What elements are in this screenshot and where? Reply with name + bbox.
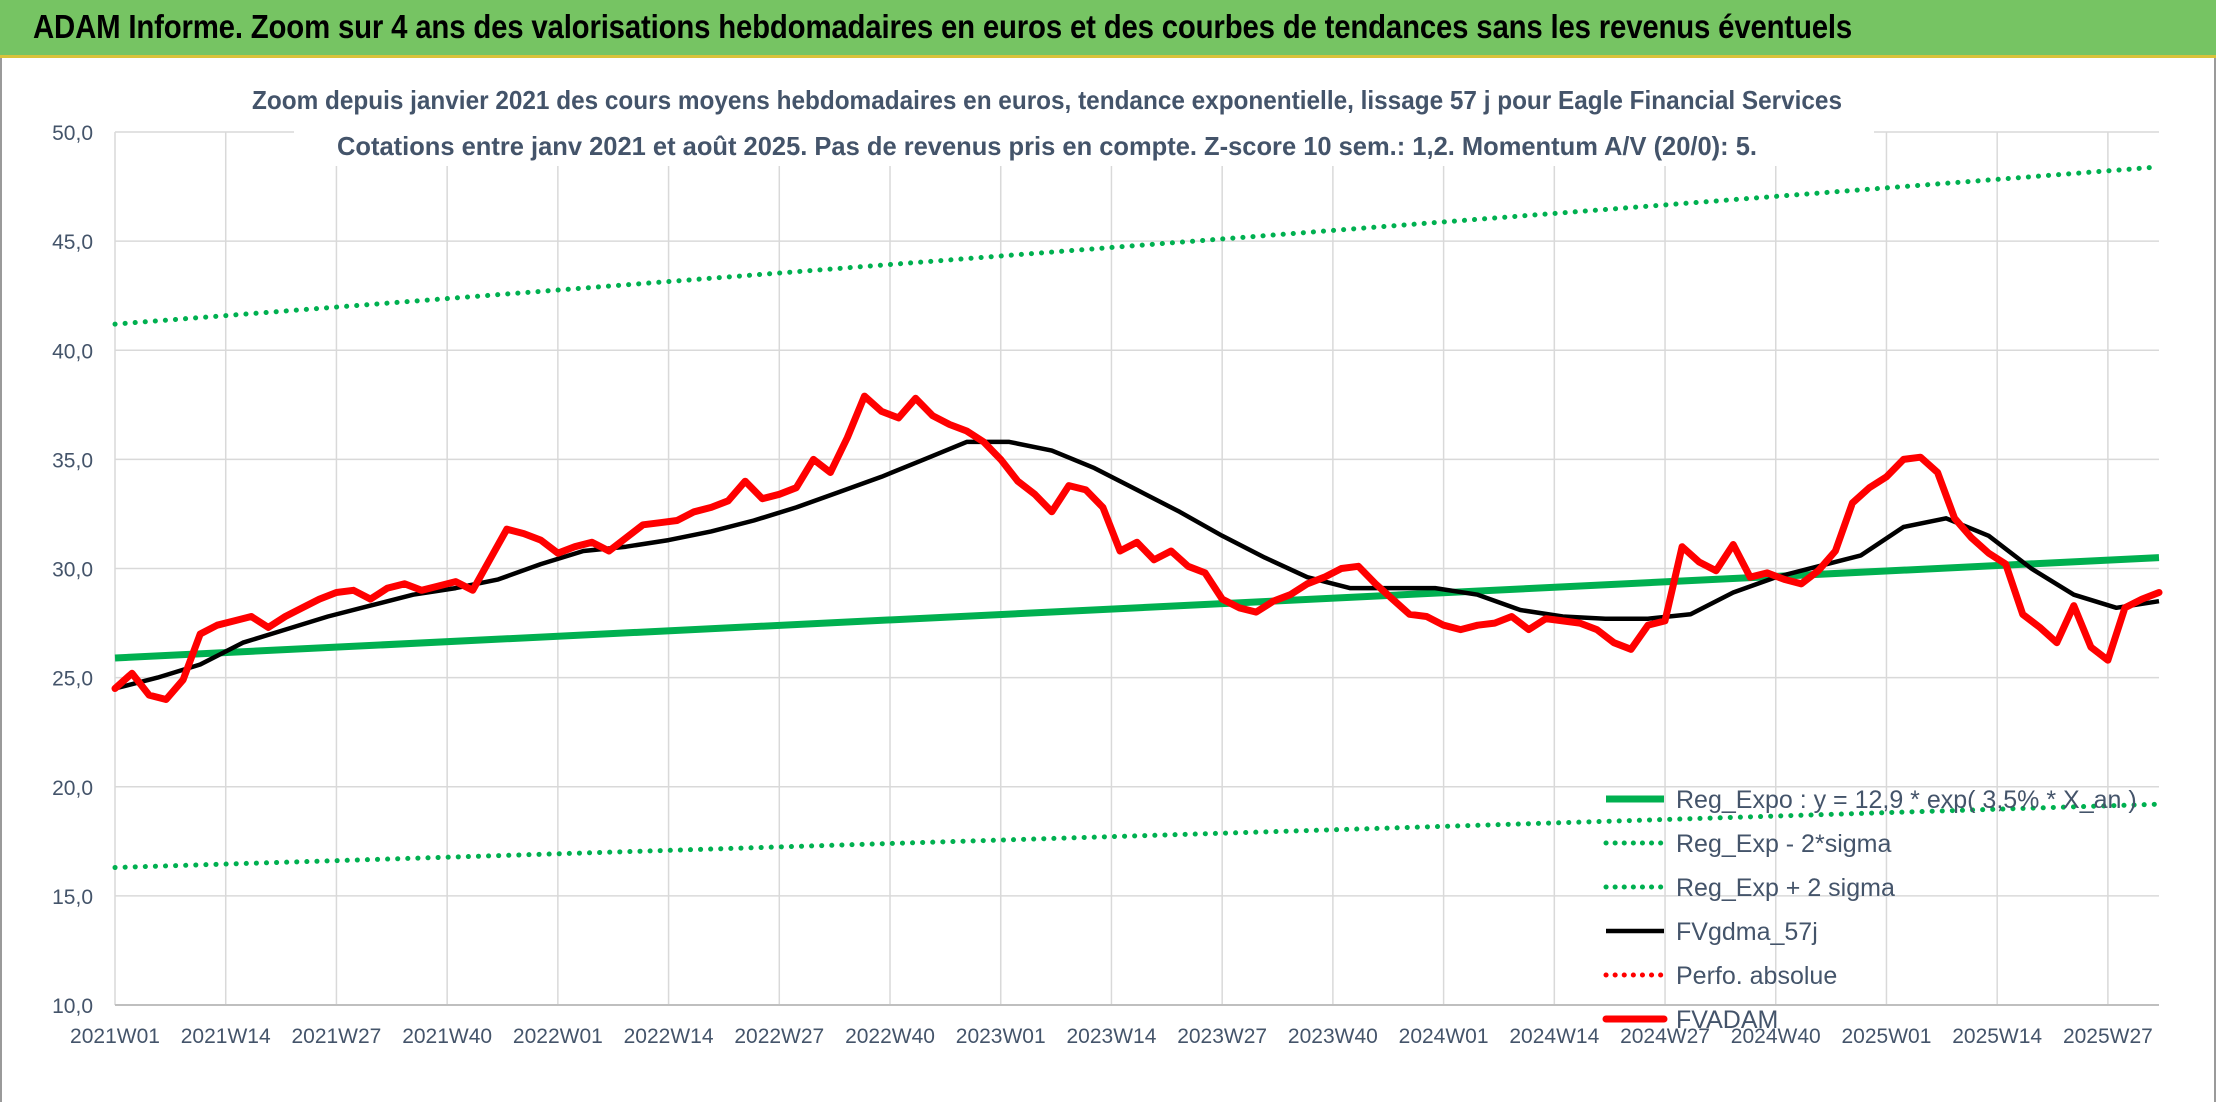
report-title: ADAM Informe. Zoom sur 4 ans des valoris… <box>33 8 1853 45</box>
legend-label: FVgdma_57j <box>1676 918 1818 946</box>
x-tick-label: 2023W27 <box>1177 1025 1267 1048</box>
legend-label: Perfo. absolue <box>1676 962 1837 990</box>
chart-subtitle: Cotations entre janv 2021 et août 2025. … <box>337 131 1757 161</box>
chart-grid <box>114 131 2159 1006</box>
y-tick-label: 25,0 <box>52 668 93 691</box>
x-tick-label: 2023W14 <box>1066 1025 1156 1048</box>
y-tick-label: 40,0 <box>52 340 93 363</box>
y-tick-label: 20,0 <box>52 777 93 800</box>
y-tick-label: 35,0 <box>52 449 93 472</box>
legend-label: FVADAM <box>1676 1006 1778 1034</box>
series-layer <box>111 164 2163 870</box>
y-tick-label: 15,0 <box>52 886 93 909</box>
series-reg-exp-2-sigma <box>112 801 2162 870</box>
x-tick-label: 2022W01 <box>513 1025 603 1048</box>
x-tick-label: 2025W01 <box>1842 1025 1932 1048</box>
series-fvgdma-57j <box>114 439 2160 691</box>
x-tick-label: 2021W27 <box>291 1025 381 1048</box>
series-reg-exp-2-sigma <box>112 164 2162 327</box>
x-tick-label: 2022W40 <box>845 1025 935 1048</box>
series-reg-expo-y-12-9-exp-3-5-x-an <box>114 554 2160 662</box>
x-tick-label: 2022W14 <box>624 1025 714 1048</box>
chart-title: Zoom depuis janvier 2021 des cours moyen… <box>252 85 1842 115</box>
x-tick-label: 2025W14 <box>1952 1025 2042 1048</box>
y-tick-label: 45,0 <box>52 231 93 254</box>
x-tick-label: 2021W40 <box>402 1025 492 1048</box>
x-tick-label: 2024W14 <box>1509 1025 1599 1048</box>
x-axis: 2021W01 2021W14 2021W27 2021W40 2022W01 2022W… <box>70 1004 2159 1048</box>
x-tick-label: 2022W27 <box>734 1025 824 1048</box>
y-tick-label: 10,0 <box>52 995 93 1018</box>
legend-label: Reg_Exp - 2*sigma <box>1676 830 1891 858</box>
legend-label: Reg_Exp + 2 sigma <box>1676 874 1895 902</box>
chart-frame: 10,0 15,0 20,0 25,0 30,0 35,0 40,0 45,0 50,0 202… <box>0 58 2216 1102</box>
chart-legend: Reg_Expo : y = 12,9 * exp( 3,5% * X_an )… <box>1602 786 2137 1034</box>
legend-label: Reg_Expo : y = 12,9 * exp( 3,5% * X_an ) <box>1676 786 2137 814</box>
y-tick-label: 50,0 <box>52 122 93 145</box>
y-tick-label: 30,0 <box>52 559 93 582</box>
x-tick-label: 2023W01 <box>956 1025 1046 1048</box>
y-axis: 10,0 15,0 20,0 25,0 30,0 35,0 40,0 45,0 50,0 <box>52 122 93 1018</box>
x-tick-label: 2024W01 <box>1399 1025 1489 1048</box>
x-tick-label: 2023W40 <box>1288 1025 1378 1048</box>
x-tick-label: 2024W40 <box>1731 1025 1821 1048</box>
report-banner: ADAM Informe. Zoom sur 4 ans des valoris… <box>0 0 2216 58</box>
series-fvadam <box>111 392 2163 703</box>
x-tick-label: 2025W27 <box>2063 1025 2153 1048</box>
chart-canvas: 10,0 15,0 20,0 25,0 30,0 35,0 40,0 45,0 50,0 202… <box>52 58 2163 1048</box>
x-tick-label: 2024W27 <box>1620 1025 1710 1048</box>
title-background <box>294 58 1874 166</box>
x-tick-label: 2021W14 <box>181 1025 271 1048</box>
x-tick-label: 2021W01 <box>70 1025 160 1048</box>
